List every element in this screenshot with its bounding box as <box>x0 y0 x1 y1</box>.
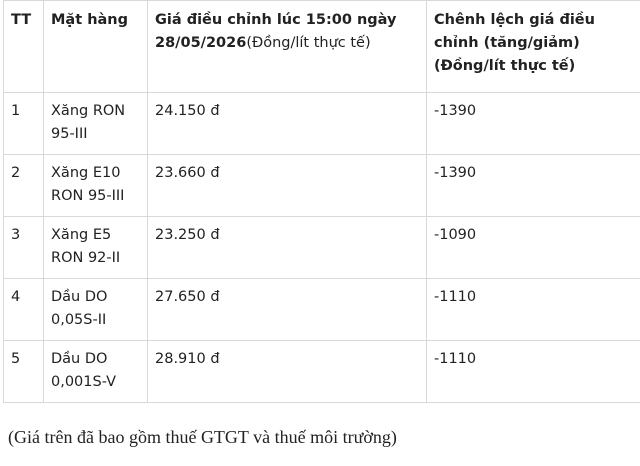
table-row: 2 Xăng E10 RON 95-III 23.660 đ -1390 <box>3 154 640 217</box>
table-cell: 1 <box>3 92 44 155</box>
table-body: 1 Xăng RON 95-III 24.150 đ -1390 2 Xăng E10 R… <box>3 92 640 403</box>
table-cell: Dầu DO 0,05S-II <box>43 278 148 341</box>
header-text: Chênh lệch giá điều chỉnh (tăng/giảm) (Đ… <box>434 12 595 74</box>
table-row: 4 Dầu DO 0,05S-II 27.650 đ -1110 <box>3 278 640 341</box>
table-cell: 28.910 đ <box>147 340 427 403</box>
table-row: 1 Xăng RON 95-III 24.150 đ -1390 <box>3 92 640 155</box>
footnote: (Giá trên đã bao gồm thuế GTGT và thuế m… <box>8 427 397 447</box>
table-cell: Xăng E5 RON 92-II <box>43 216 148 279</box>
table-row: 3 Xăng E5 RON 92-II 23.250 đ -1090 <box>3 216 640 279</box>
table-cell: 27.650 đ <box>147 278 427 341</box>
header-cell: Giá điều chỉnh lúc 15:00 ngày 28/05/2026… <box>147 0 427 93</box>
price-table: TT Mặt hàng Giá điều chỉnh lúc 15:00 ngà… <box>3 0 640 403</box>
table-row: 5 Dầu DO 0,001S-V 28.910 đ -1110 <box>3 340 640 403</box>
table-cell: Xăng RON 95-III <box>43 92 148 155</box>
table-cell: 4 <box>3 278 44 341</box>
table-cell: 2 <box>3 154 44 217</box>
header-text: TT <box>11 12 32 28</box>
table-cell: -1110 <box>426 278 640 341</box>
table-cell: 3 <box>3 216 44 279</box>
table-cell: -1090 <box>426 216 640 279</box>
header-text: Giá điều chỉnh lúc 15:00 ngày 28/05/2026 <box>155 12 397 51</box>
table-cell: 23.660 đ <box>147 154 427 217</box>
table-cell: Dầu DO 0,001S-V <box>43 340 148 403</box>
header-cell: Mặt hàng <box>43 0 148 93</box>
table-cell: -1390 <box>426 92 640 155</box>
table-cell: Xăng E10 RON 95-III <box>43 154 148 217</box>
table-cell: -1390 <box>426 154 640 217</box>
table-cell: 5 <box>3 340 44 403</box>
header-text: Mặt hàng <box>51 12 129 28</box>
header-unit: (Đồng/lít thực tế) <box>246 35 371 51</box>
table-cell: 24.150 đ <box>147 92 427 155</box>
table-cell: -1110 <box>426 340 640 403</box>
header-cell: Chênh lệch giá điều chỉnh (tăng/giảm) (Đ… <box>426 0 640 93</box>
table-cell: 23.250 đ <box>147 216 427 279</box>
header-row: TT Mặt hàng Giá điều chỉnh lúc 15:00 ngà… <box>3 0 640 93</box>
header-cell: TT <box>3 0 44 93</box>
